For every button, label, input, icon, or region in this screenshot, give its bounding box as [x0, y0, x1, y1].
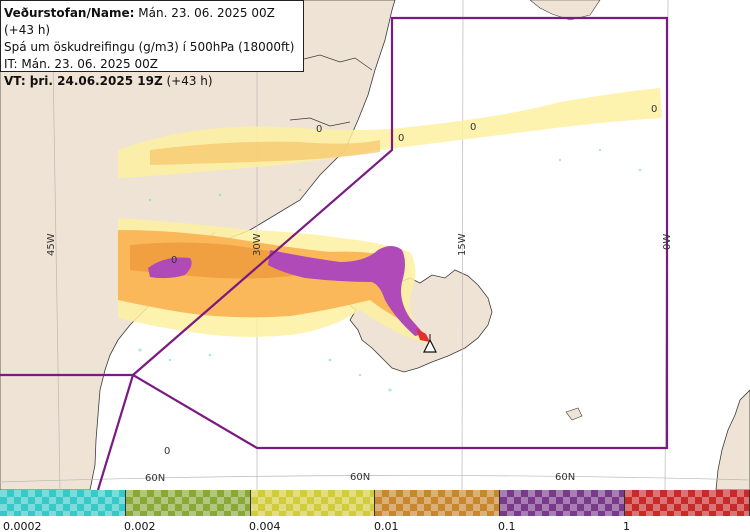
- info-line-issue-time: IT: Mán. 23. 06. 2025 00Z: [4, 57, 158, 71]
- lat-label-60n: 60N: [145, 473, 166, 484]
- ash-plume: [118, 88, 662, 392]
- forecast-info-box: Veðurstofan/Name: Mán. 23. 06. 2025 00Z …: [0, 0, 304, 88]
- concentration-legend: 0.0002 0.002 0.004 0.01 0.1 1: [0, 490, 750, 532]
- legend-tick: 0.1: [498, 520, 516, 532]
- contour-label: 0: [171, 255, 178, 266]
- legend-tick: 0.0002: [3, 520, 42, 532]
- lat-label-60n: 60N: [555, 472, 576, 483]
- lon-label-30w: 30W: [252, 233, 263, 256]
- info-line-product: Spá um öskudreifingu (g/m3) í 500hPa (18…: [4, 40, 295, 54]
- contour-label: 0: [164, 446, 171, 457]
- issuer-label: Veðurstofan/Name:: [4, 6, 135, 20]
- valid-time-offset: (+43 h): [162, 74, 213, 88]
- legend-tick: 1: [623, 520, 630, 532]
- lat-label-60n: 60N: [350, 472, 371, 483]
- legend-swatch-5: [500, 490, 625, 516]
- lon-label-15w: 15W: [457, 233, 468, 256]
- legend-tick: 0.002: [124, 520, 156, 532]
- contour-label: 0: [651, 104, 658, 115]
- volcano-icon: [423, 334, 437, 353]
- contour-label: 0: [470, 122, 477, 133]
- valid-time-label: VT: þri. 24.06.2025 19Z: [4, 74, 163, 88]
- legend-swatch-1: [0, 490, 126, 516]
- advisory-boundary: [0, 16, 669, 490]
- contour-label: 0: [398, 133, 405, 144]
- legend-tick: 0.004: [249, 520, 281, 532]
- issuer-value: Mán. 23. 06. 2025 00Z (+43 h): [4, 6, 275, 37]
- info-line-issuer: Veðurstofan/Name: Mán. 23. 06. 2025 00Z …: [4, 5, 300, 39]
- contour-label: 0: [316, 124, 323, 135]
- legend-swatch-3: [251, 490, 375, 516]
- legend-swatch-2: [126, 490, 251, 516]
- legend-tick: 0.01: [374, 520, 399, 532]
- lon-label-45w: 45W: [46, 233, 57, 256]
- map-canvas: [0, 0, 750, 490]
- legend-swatch-6: [625, 490, 750, 516]
- info-line-valid-time: VT: þri. 24.06.2025 19Z (+43 h): [4, 73, 300, 90]
- lon-label-0w: 0W: [662, 233, 673, 250]
- legend-swatch-4: [375, 490, 500, 516]
